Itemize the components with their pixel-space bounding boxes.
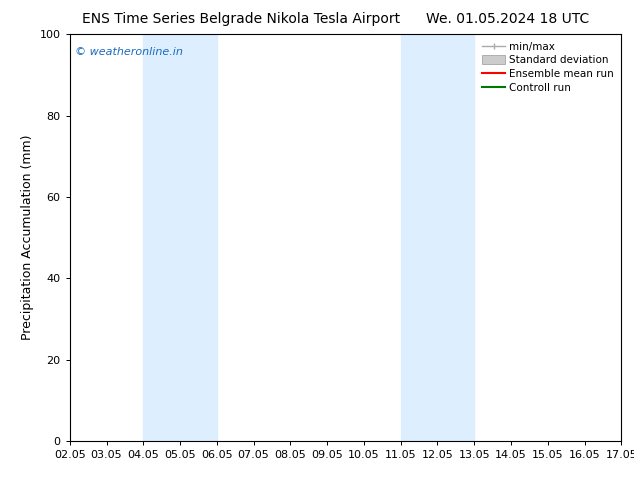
- Text: ENS Time Series Belgrade Nikola Tesla Airport: ENS Time Series Belgrade Nikola Tesla Ai…: [82, 12, 400, 26]
- Legend: min/max, Standard deviation, Ensemble mean run, Controll run: min/max, Standard deviation, Ensemble me…: [480, 40, 616, 95]
- Text: We. 01.05.2024 18 UTC: We. 01.05.2024 18 UTC: [425, 12, 589, 26]
- Text: © weatheronline.in: © weatheronline.in: [75, 47, 183, 56]
- Y-axis label: Precipitation Accumulation (mm): Precipitation Accumulation (mm): [21, 135, 34, 341]
- Bar: [143, 34, 217, 441]
- Bar: [401, 34, 474, 441]
